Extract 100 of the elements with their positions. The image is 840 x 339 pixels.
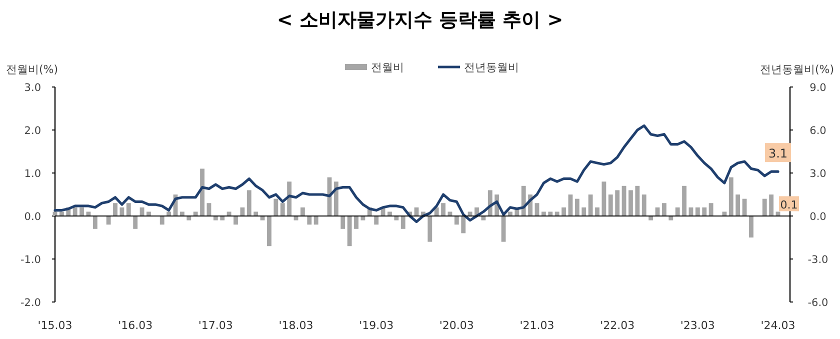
bar [588, 194, 593, 216]
bar [307, 216, 312, 225]
bar [394, 216, 399, 220]
bar [360, 216, 366, 220]
bar [347, 216, 352, 246]
bar [80, 207, 84, 216]
data-label: 3.1 [768, 146, 788, 161]
bar [574, 198, 580, 216]
bar [695, 207, 700, 216]
bar [602, 182, 606, 216]
bar [213, 216, 218, 220]
bar [92, 216, 98, 229]
x-tick-label: '17.03 [198, 319, 233, 332]
bar [146, 212, 151, 216]
title: < 소비자물가지수 등락률 추이 > [276, 9, 564, 31]
bar [668, 216, 674, 220]
bar [300, 207, 305, 216]
bar [615, 190, 620, 216]
y2-tick-label: 0.0 [810, 211, 826, 223]
bar [226, 212, 232, 216]
bar [554, 212, 560, 216]
y-tick-label: 1.0 [24, 168, 41, 180]
bar [769, 194, 774, 216]
bar [374, 216, 379, 225]
bar [180, 212, 184, 216]
bar [354, 216, 358, 229]
y2-tick-label: 3.0 [810, 168, 826, 180]
y2-tick-label: 9.0 [810, 82, 826, 94]
bar [59, 212, 64, 216]
bar [749, 216, 754, 238]
bar [722, 212, 727, 216]
bar [193, 212, 198, 216]
bar [508, 212, 512, 216]
y2-tick-label: 6.0 [810, 125, 826, 137]
bar [595, 207, 600, 216]
bar [541, 212, 546, 216]
y-tick-label: 3.0 [24, 82, 41, 94]
bar [340, 216, 346, 229]
bar [708, 203, 714, 216]
legend-label: 전월비 [371, 61, 404, 74]
bar [334, 182, 338, 216]
bar [166, 212, 172, 216]
bar [314, 216, 318, 225]
y-tick-label: 2.0 [24, 125, 41, 137]
bar [582, 207, 586, 216]
bar [133, 216, 138, 229]
x-tick-label: '23.03 [680, 319, 715, 332]
bar [628, 190, 633, 216]
bar [160, 216, 164, 225]
bar [274, 198, 278, 216]
bar [234, 216, 238, 225]
x-tick-label: '16.03 [118, 319, 153, 332]
bar [562, 207, 566, 216]
bar [736, 194, 740, 216]
bar [702, 207, 707, 216]
bar [481, 216, 486, 220]
x-tick-label: '15.03 [38, 319, 72, 332]
bar [548, 212, 553, 216]
x-tick-label: '20.03 [439, 319, 474, 332]
data-label: 0.1 [780, 198, 798, 212]
bar [635, 186, 640, 216]
bar [441, 203, 446, 216]
bar [287, 182, 292, 216]
bar [428, 216, 432, 242]
x-tick-label: '24.03 [760, 319, 796, 332]
bar [254, 212, 258, 216]
bar [662, 203, 666, 216]
bar [106, 216, 111, 225]
bar [120, 207, 124, 216]
bar [246, 190, 252, 216]
bar [126, 203, 131, 216]
bar [468, 212, 472, 216]
x-tick-label: '19.03 [359, 319, 394, 332]
y-tick-label: -1.0 [20, 254, 41, 266]
bar [682, 186, 686, 216]
y2-axis-title: 전년동월비(%) [760, 63, 834, 76]
bar [648, 216, 654, 220]
bar [200, 168, 204, 216]
bar [608, 194, 613, 216]
bar [642, 194, 646, 216]
x-tick-label: '18.03 [278, 319, 314, 332]
y2-tick-label: -6.0 [808, 297, 828, 309]
bar [220, 216, 225, 220]
bar [72, 207, 78, 216]
bar [113, 203, 118, 216]
bar [267, 216, 272, 246]
bar [762, 198, 767, 216]
x-tick-label: '21.03 [520, 319, 554, 332]
bar [454, 216, 459, 225]
bar [728, 177, 734, 216]
bar [280, 203, 285, 216]
bar [675, 207, 680, 216]
y-axis-title: 전월비(%) [6, 63, 58, 76]
y-tick-label: 0.0 [24, 211, 41, 223]
bar [388, 212, 392, 216]
y2-tick-label: -3.0 [808, 254, 828, 266]
bar [400, 216, 406, 229]
y-tick-label: -2.0 [20, 297, 41, 309]
bar [186, 216, 192, 220]
legend-label: 전년동월비 [464, 61, 519, 74]
